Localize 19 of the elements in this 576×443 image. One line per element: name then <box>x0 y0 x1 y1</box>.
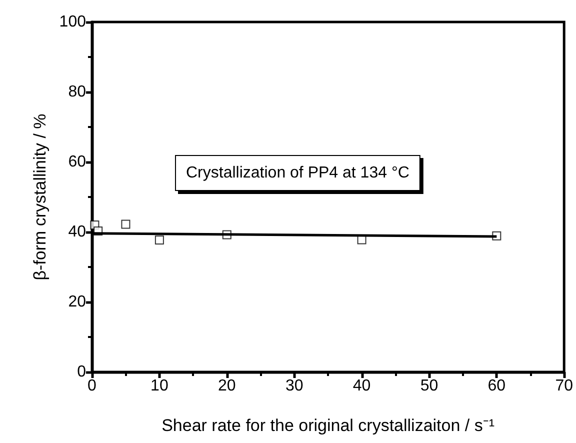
y-axis-title: β-form crystallinity / % <box>30 114 50 280</box>
annotation: Crystallization of PP4 at 134 °C <box>186 164 410 182</box>
x-tick-label: 30 <box>285 378 304 394</box>
x-tick-label: 0 <box>88 378 97 394</box>
y-tick-label: 40 <box>68 224 86 240</box>
x-tick-label: 70 <box>555 378 574 394</box>
x-tick-label: 20 <box>218 378 236 394</box>
point <box>154 236 164 245</box>
point <box>121 220 130 229</box>
x-axis-title: Shear rate for the original crystallizaiton / s⁻¹ <box>162 416 495 435</box>
y-tick-label: 80 <box>68 84 86 100</box>
y-tick-label: 100 <box>59 14 86 30</box>
y-tick-label: 0 <box>77 364 86 380</box>
y-tick-label: 60 <box>68 154 86 170</box>
x-tick-label: 40 <box>352 378 371 394</box>
x-tick-label: 60 <box>488 378 506 394</box>
x-tick-label: 50 <box>420 378 438 394</box>
y-tick-label: 20 <box>68 294 86 310</box>
x-tick-label: 10 <box>150 378 168 394</box>
